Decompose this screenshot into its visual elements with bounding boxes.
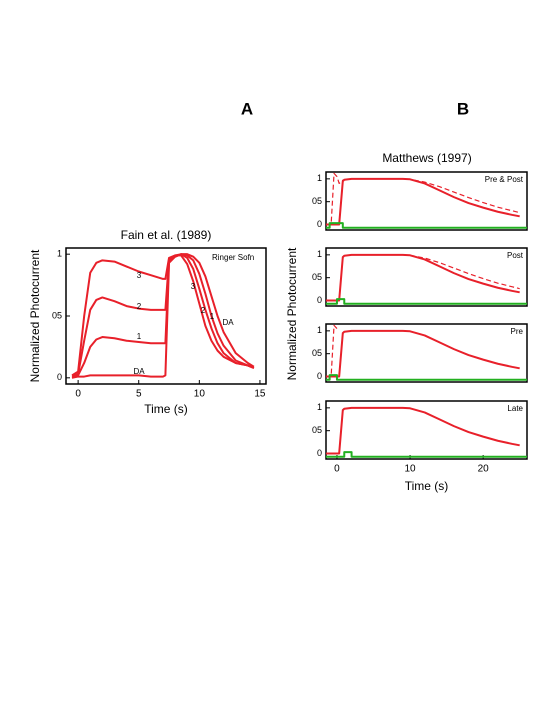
y-tick-label: 0: [317, 219, 322, 229]
plot-frame: [325, 400, 528, 460]
curve-label: 1: [137, 332, 142, 341]
x-tick-label: 10: [404, 464, 416, 475]
plot-title: Fain et al. (1989): [121, 228, 212, 242]
y-tick-label: 1: [317, 173, 322, 183]
y-tick-label: 0: [317, 448, 322, 458]
data-line: [326, 451, 527, 458]
data-line: [71, 254, 255, 377]
data-line: [326, 329, 520, 378]
data-line: [326, 222, 527, 229]
data-line: [326, 324, 338, 378]
x-tick-label: 0: [75, 389, 81, 400]
x-tick-label: 15: [254, 389, 266, 400]
data-line: [71, 253, 255, 378]
x-tick-label: 5: [136, 389, 142, 400]
annotation: Ringer Sofn: [212, 253, 254, 262]
data-line: [326, 406, 520, 455]
panel-label: B: [457, 99, 469, 118]
y-axis-label: Normalized Photocurrent: [28, 249, 42, 382]
data-line: [326, 298, 527, 305]
curve-label: DA: [222, 318, 234, 327]
data-line: [71, 253, 255, 379]
panel-label: A: [241, 99, 253, 118]
y-tick-label: 05: [52, 310, 62, 320]
y-tick-label: 0: [317, 295, 322, 305]
plot-frame: [325, 323, 528, 383]
x-tick-label: 10: [194, 389, 206, 400]
y-tick-label: 0: [57, 372, 62, 382]
annotation: Pre & Post: [485, 175, 524, 184]
y-tick-label: 05: [312, 272, 322, 282]
data-line: [326, 253, 520, 302]
plot-frame: [325, 171, 528, 231]
annotation: Post: [507, 251, 524, 260]
curve-label: 3: [191, 282, 196, 291]
data-line: [409, 254, 520, 290]
y-tick-label: 05: [312, 196, 322, 206]
data-line: [326, 172, 520, 226]
y-tick-label: 1: [317, 325, 322, 335]
annotation: Late: [507, 404, 523, 413]
x-tick-label: 0: [334, 464, 340, 475]
x-axis-label: Time (s): [144, 402, 188, 416]
y-tick-label: 0: [317, 371, 322, 381]
curve-label: 2: [137, 302, 142, 311]
y-tick-label: 1: [317, 402, 322, 412]
annotation: Pre: [511, 327, 524, 336]
y-tick-label: 05: [312, 348, 322, 358]
x-axis-label: Time (s): [405, 479, 449, 493]
data-line: [326, 177, 520, 226]
y-tick-label: 1: [317, 249, 322, 259]
curve-label: 2: [201, 306, 206, 315]
curve-label: DA: [133, 367, 145, 376]
curve-label: 3: [137, 271, 142, 280]
data-line: [71, 253, 255, 379]
data-line: [326, 374, 527, 381]
y-axis-label: Normalized Photocurrent: [285, 247, 299, 380]
plot-frame: [325, 247, 528, 307]
y-tick-label: 1: [57, 249, 62, 259]
y-tick-label: 05: [312, 425, 322, 435]
curve-label: 1: [210, 312, 215, 321]
plot-title: Matthews (1997): [382, 151, 471, 165]
x-tick-label: 20: [478, 464, 490, 475]
